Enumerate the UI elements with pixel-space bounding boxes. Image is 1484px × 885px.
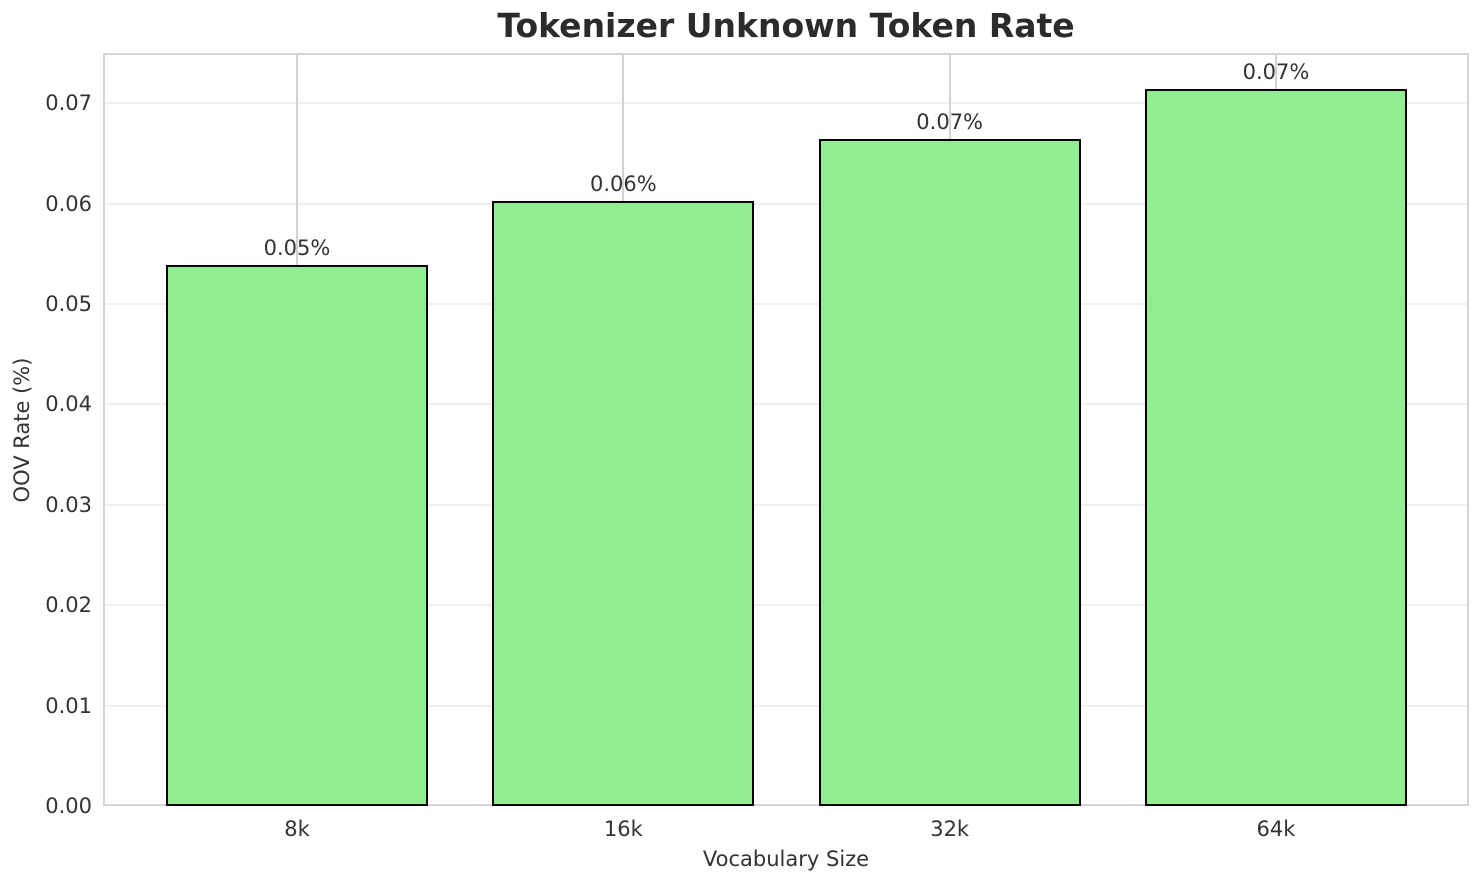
bar-value-label: 0.06% [589, 171, 657, 196]
bar-value-label: 0.07% [916, 110, 984, 135]
bar-value-label: 0.05% [263, 235, 331, 260]
x-axis-label: Vocabulary Size [702, 847, 870, 871]
chart-title: Tokenizer Unknown Token Rate [497, 6, 1075, 45]
bar-value-label: 0.07% [1242, 60, 1310, 85]
y-axis-label: OOV Rate (%) [10, 357, 34, 503]
y-tick-label: 0.05 [45, 292, 92, 316]
x-tick-label: 32k [930, 817, 970, 841]
horizontal-gridline [103, 202, 1469, 205]
x-tick-label: 16k [603, 817, 643, 841]
plot-frame [103, 53, 1469, 806]
horizontal-gridline [103, 503, 1469, 506]
horizontal-gridline [103, 102, 1469, 105]
y-tick-label: 0.03 [45, 492, 92, 517]
y-tick-label: 0.06 [45, 191, 92, 216]
bar [492, 200, 755, 806]
horizontal-gridline [103, 403, 1469, 406]
y-tick-label: 0.02 [45, 593, 92, 618]
plot-area [103, 53, 1469, 806]
horizontal-gridline [103, 704, 1469, 707]
x-tick-label: 64k [1256, 817, 1296, 841]
x-tick-label: 8k [284, 817, 310, 841]
horizontal-gridline [103, 303, 1469, 305]
y-tick-label: 0.00 [45, 794, 92, 818]
y-tick-label: 0.07 [45, 91, 92, 116]
y-tick-label: 0.04 [45, 392, 92, 417]
horizontal-gridline [103, 604, 1469, 607]
bar [166, 264, 428, 806]
bar [818, 139, 1081, 806]
y-tick-label: 0.01 [45, 693, 92, 718]
bar [1144, 89, 1407, 806]
